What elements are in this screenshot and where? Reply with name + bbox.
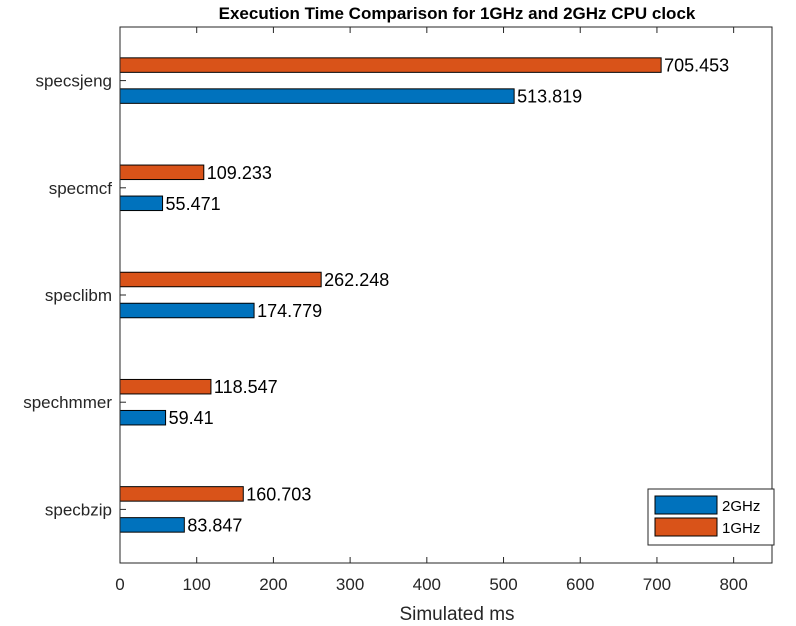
- data-label: 174.779: [257, 301, 322, 321]
- x-axis-ticks: 0 100 200 300 400 500 600 700 800: [115, 27, 748, 594]
- legend: 2GHz 1GHz: [647, 488, 775, 546]
- bar-2GHz-speclibm: [119, 302, 255, 319]
- legend-label-2GHz: 2GHz: [722, 498, 760, 515]
- y-tick-label: speclibm: [45, 286, 112, 305]
- x-tick-label: 500: [489, 575, 517, 594]
- data-label: 118.547: [214, 377, 278, 397]
- legend-label-1GHz: 1GHz: [722, 520, 760, 537]
- legend-swatch-2GHz: [654, 495, 718, 515]
- y-axis-ticks: specbzip spechmmer speclibm specmcf specsjen…: [23, 72, 126, 519]
- legend-swatch-1GHz: [654, 517, 718, 537]
- y-tick-label: spechmmer: [23, 393, 112, 412]
- bar-2GHz-spechmmer: [119, 409, 167, 426]
- bar-2GHz-specbzip: [119, 517, 185, 533]
- bar-2GHz-specsjeng: [119, 88, 515, 104]
- data-label: 109.233: [207, 163, 272, 183]
- x-axis-label: Simulated ms: [399, 604, 514, 625]
- bar-2GHz-specmcf: [119, 195, 164, 212]
- bar-1GHz-spechmmer: [119, 378, 212, 395]
- x-tick-label: 600: [566, 575, 594, 594]
- x-tick-label: 200: [259, 575, 287, 594]
- y-tick-label: specmcf: [49, 179, 113, 198]
- x-tick-label: 800: [719, 575, 747, 594]
- data-label: 55.471: [166, 194, 221, 214]
- y-tick-label: specsjeng: [35, 72, 112, 91]
- plot-background: [120, 27, 772, 563]
- data-label: 83.847: [187, 515, 242, 535]
- chart-title: Execution Time Comparison for 1GHz and 2…: [219, 4, 696, 23]
- x-tick-label: 400: [413, 575, 441, 594]
- x-tick-label: 100: [183, 575, 211, 594]
- data-label: 59.41: [169, 408, 214, 428]
- x-tick-label: 700: [643, 575, 671, 594]
- data-label: 513.819: [517, 87, 582, 107]
- bar-1GHz-specmcf: [119, 164, 205, 181]
- data-label: 262.248: [324, 270, 389, 290]
- data-label: 705.453: [664, 56, 729, 76]
- y-tick-label: specbzip: [45, 500, 112, 519]
- x-tick-label: 300: [336, 575, 364, 594]
- x-tick-label: 0: [115, 575, 124, 594]
- data-label: 160.703: [246, 484, 311, 504]
- bar-1GHz-speclibm: [119, 271, 322, 288]
- bar-1GHz-specsjeng: [119, 57, 662, 73]
- bar-1GHz-specbzip: [119, 486, 244, 502]
